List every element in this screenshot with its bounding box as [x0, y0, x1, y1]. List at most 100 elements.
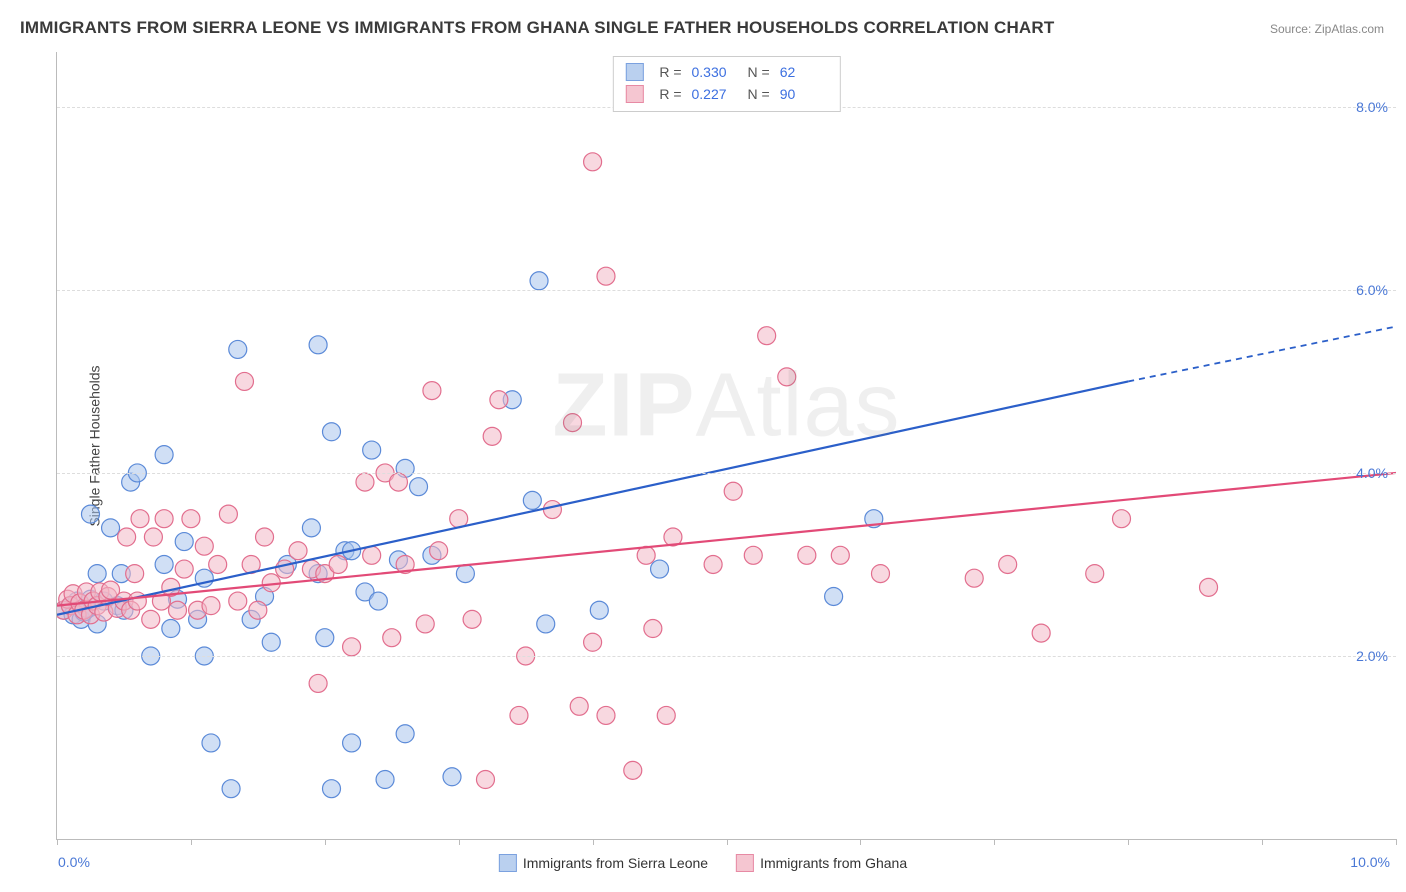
- x-tick: [57, 839, 58, 845]
- data-point: [396, 725, 414, 743]
- data-point: [724, 482, 742, 500]
- x-tick: [325, 839, 326, 845]
- data-point: [965, 569, 983, 587]
- x-tick: [593, 839, 594, 845]
- legend-n-label: N =: [748, 83, 770, 105]
- data-point: [175, 533, 193, 551]
- gridline: [57, 290, 1396, 291]
- data-point: [871, 565, 889, 583]
- legend-row: R =0.227N =90: [625, 83, 825, 105]
- x-axis-max-label: 10.0%: [1350, 854, 1390, 870]
- data-point: [704, 555, 722, 573]
- data-point: [1200, 578, 1218, 596]
- y-tick-label: 6.0%: [1356, 282, 1388, 298]
- data-point: [537, 615, 555, 633]
- data-point: [175, 560, 193, 578]
- data-point: [289, 542, 307, 560]
- data-point: [229, 592, 247, 610]
- data-point: [195, 537, 213, 555]
- x-tick: [1262, 839, 1263, 845]
- data-point: [329, 555, 347, 573]
- data-point: [831, 546, 849, 564]
- data-point: [209, 555, 227, 573]
- data-point: [798, 546, 816, 564]
- data-point: [999, 555, 1017, 573]
- data-point: [309, 674, 327, 692]
- data-point: [597, 267, 615, 285]
- data-point: [155, 510, 173, 528]
- gridline: [57, 473, 1396, 474]
- legend-n-value: 90: [780, 83, 826, 105]
- data-point: [363, 441, 381, 459]
- data-point: [825, 587, 843, 605]
- source-attribution: Source: ZipAtlas.com: [1270, 22, 1384, 36]
- data-point: [584, 153, 602, 171]
- data-point: [155, 555, 173, 573]
- legend-swatch: [499, 854, 517, 872]
- data-point: [624, 761, 642, 779]
- y-tick-label: 4.0%: [1356, 465, 1388, 481]
- data-point: [302, 519, 320, 537]
- data-point: [363, 546, 381, 564]
- legend-r-label: R =: [659, 61, 681, 83]
- data-point: [758, 327, 776, 345]
- x-tick: [727, 839, 728, 845]
- data-point: [744, 546, 762, 564]
- data-point: [162, 620, 180, 638]
- data-point: [126, 565, 144, 583]
- gridline: [57, 656, 1396, 657]
- data-point: [510, 706, 528, 724]
- legend-series-label: Immigrants from Ghana: [760, 855, 907, 871]
- correlation-legend: R =0.330N =62R =0.227N =90: [612, 56, 840, 112]
- data-point: [1113, 510, 1131, 528]
- data-point: [322, 423, 340, 441]
- data-point: [584, 633, 602, 651]
- data-point: [256, 528, 274, 546]
- chart-svg: [57, 52, 1396, 839]
- data-point: [249, 601, 267, 619]
- data-point: [410, 478, 428, 496]
- x-tick: [191, 839, 192, 845]
- data-point: [235, 372, 253, 390]
- legend-series-label: Immigrants from Sierra Leone: [523, 855, 708, 871]
- plot-area: ZIPAtlas R =0.330N =62R =0.227N =90 2.0%…: [56, 52, 1396, 840]
- data-point: [1086, 565, 1104, 583]
- data-point: [564, 414, 582, 432]
- data-point: [369, 592, 387, 610]
- x-tick: [1128, 839, 1129, 845]
- data-point: [309, 336, 327, 354]
- data-point: [490, 391, 508, 409]
- data-point: [483, 427, 501, 445]
- data-point: [1032, 624, 1050, 642]
- data-point: [389, 473, 407, 491]
- series-legend: Immigrants from Sierra Leone Immigrants f…: [499, 854, 907, 872]
- data-point: [356, 473, 374, 491]
- data-point: [637, 546, 655, 564]
- data-point: [343, 734, 361, 752]
- data-point: [651, 560, 669, 578]
- data-point: [202, 734, 220, 752]
- data-point: [523, 491, 541, 509]
- data-point: [343, 638, 361, 656]
- legend-n-value: 62: [780, 61, 826, 83]
- data-point: [423, 382, 441, 400]
- data-point: [543, 501, 561, 519]
- data-point: [322, 780, 340, 798]
- data-point: [182, 510, 200, 528]
- data-point: [530, 272, 548, 290]
- legend-swatch: [625, 85, 643, 103]
- x-tick: [1396, 839, 1397, 845]
- y-tick-label: 2.0%: [1356, 648, 1388, 664]
- x-tick: [994, 839, 995, 845]
- trend-line-extrapolated: [1128, 327, 1396, 382]
- data-point: [416, 615, 434, 633]
- legend-r-value: 0.227: [692, 83, 738, 105]
- data-point: [463, 610, 481, 628]
- data-point: [219, 505, 237, 523]
- data-point: [128, 592, 146, 610]
- y-tick-label: 8.0%: [1356, 99, 1388, 115]
- data-point: [81, 505, 99, 523]
- data-point: [88, 565, 106, 583]
- data-point: [316, 629, 334, 647]
- legend-swatch: [625, 63, 643, 81]
